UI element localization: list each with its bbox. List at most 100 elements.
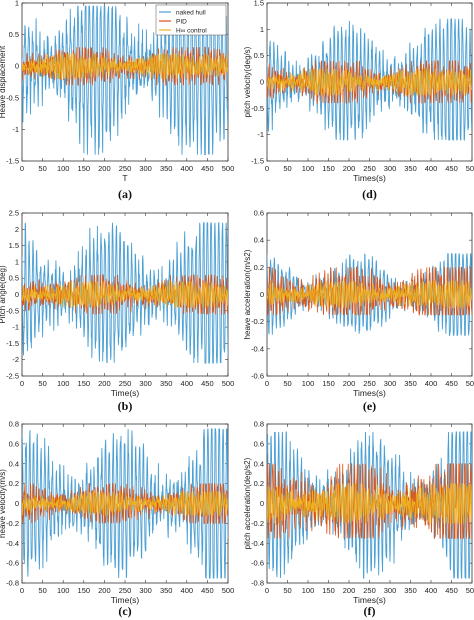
y-tick-label: 0	[260, 290, 264, 299]
y-tick-label: 0.2	[254, 263, 264, 272]
chart-panel-f: 0 50 100 150 200 250 300 350 400 450 500 -0.8 -0.6 -0…	[243, 420, 474, 619]
x-tick-label: 500	[466, 164, 474, 173]
x-tick-label: 450	[201, 586, 214, 595]
y-tick-label: 2	[15, 225, 19, 234]
y-tick-label: 0.8	[254, 420, 264, 429]
y-tick-label: -0.4	[251, 539, 264, 548]
x-tick-label: 100	[57, 379, 70, 388]
x-tick-label: 250	[363, 379, 376, 388]
series-line-hinf	[22, 52, 228, 81]
y-tick-label: 0.2	[254, 479, 264, 488]
y-tick-label: 1	[15, 0, 19, 8]
y-tick-label: 1	[15, 257, 19, 266]
y-tick-label: 1.5	[254, 0, 264, 8]
x-axis-label: Times(s)	[353, 388, 386, 398]
x-axis-label: Time(s)	[111, 595, 140, 605]
y-tick-label: 1.5	[9, 241, 19, 250]
x-tick-label: 150	[322, 164, 335, 173]
x-tick-label: 350	[160, 586, 173, 595]
panel-label: (d)	[362, 187, 377, 201]
x-tick-label: 350	[404, 586, 417, 595]
y-axis-label: Pitch angle(deg)	[0, 265, 7, 324]
y-axis-label: heave velocity(m/s)	[0, 469, 7, 538]
x-tick-label: 0	[20, 379, 24, 388]
y-tick-label: -0.2	[6, 519, 19, 528]
y-tick-label: 0.6	[254, 439, 264, 448]
x-tick-label: 100	[302, 586, 315, 595]
y-tick-label: 2.5	[9, 209, 19, 218]
series-line-hinf	[267, 279, 472, 309]
y-tick-label: 0	[260, 78, 264, 87]
y-tick-label: 1	[260, 25, 264, 34]
x-tick-label: 250	[363, 586, 376, 595]
x-tick-label: 450	[201, 164, 214, 173]
x-tick-label: 50	[38, 586, 46, 595]
x-tick-label: 450	[201, 379, 214, 388]
x-tick-label: 300	[384, 164, 397, 173]
x-tick-label: 150	[322, 379, 335, 388]
legend-entry: PID	[176, 19, 187, 26]
x-tick-label: 400	[425, 164, 438, 173]
x-tick-label: 200	[98, 164, 111, 173]
y-tick-label: -0.5	[6, 306, 19, 315]
x-tick-label: 150	[78, 586, 91, 595]
x-tick-label: 500	[466, 379, 474, 388]
y-tick-label: 0.6	[9, 439, 19, 448]
y-tick-label: -0.2	[251, 519, 264, 528]
series-line-hinf	[22, 280, 228, 309]
y-tick-label: 0.8	[9, 420, 19, 429]
y-tick-label: 0.4	[254, 236, 264, 245]
y-tick-label: 0.5	[9, 30, 19, 39]
y-tick-label: -1	[257, 130, 264, 139]
legend-entry: H∞ control	[176, 28, 207, 35]
legend-entry: naked hull	[176, 10, 206, 17]
y-tick-label: -0.6	[6, 559, 19, 568]
x-tick-label: 500	[222, 164, 235, 173]
y-axis-label: heave acceleration(m/s2)	[243, 249, 252, 339]
x-tick-label: 350	[404, 379, 417, 388]
x-tick-label: 400	[181, 379, 194, 388]
x-tick-label: 100	[302, 164, 315, 173]
x-tick-label: 250	[119, 379, 132, 388]
series-line-hinf	[267, 482, 472, 525]
y-tick-label: -0.8	[6, 579, 19, 588]
x-tick-label: 300	[139, 586, 152, 595]
y-tick-label: -0.5	[251, 104, 264, 113]
x-tick-label: 0	[265, 586, 269, 595]
x-tick-label: 450	[445, 164, 458, 173]
panel-label: (a)	[118, 187, 132, 201]
x-tick-label: 400	[181, 586, 194, 595]
series-line-hinf	[22, 490, 228, 517]
x-tick-label: 300	[384, 586, 397, 595]
x-tick-label: 50	[283, 379, 291, 388]
x-tick-label: 100	[57, 164, 70, 173]
chart-panel-e: 0 50 100 150 200 250 300 350 400 450 500 -0.6 -0.4 -0…	[243, 209, 474, 414]
y-tick-label: 0.4	[9, 459, 19, 468]
x-tick-label: 500	[222, 586, 235, 595]
y-tick-label: -0.2	[251, 317, 264, 326]
x-tick-label: 0	[20, 164, 24, 173]
y-tick-label: 0	[260, 499, 264, 508]
x-tick-label: 150	[78, 164, 91, 173]
series-line-hinf	[267, 68, 472, 97]
x-tick-label: 100	[57, 586, 70, 595]
y-tick-label: 0	[15, 499, 19, 508]
y-tick-label: -0.8	[251, 579, 264, 588]
x-tick-label: 500	[466, 586, 474, 595]
x-tick-label: 100	[302, 379, 315, 388]
y-tick-label: 0.6	[254, 209, 264, 218]
x-tick-label: 50	[283, 164, 291, 173]
y-tick-label: -2.5	[6, 372, 19, 381]
chart-panel-d: 0 50 100 150 200 250 300 350 400 450 500 -1.5 -1 -0.5…	[243, 0, 474, 201]
x-tick-label: 200	[343, 379, 356, 388]
y-tick-label: -0.4	[6, 539, 19, 548]
x-tick-label: 300	[139, 164, 152, 173]
y-tick-label: -2	[12, 355, 19, 364]
y-tick-label: 0.5	[9, 274, 19, 283]
y-tick-label: -1.5	[6, 339, 19, 348]
x-tick-label: 400	[425, 379, 438, 388]
x-tick-label: 500	[222, 379, 235, 388]
panel-label: (c)	[118, 604, 131, 618]
x-tick-label: 250	[119, 586, 132, 595]
